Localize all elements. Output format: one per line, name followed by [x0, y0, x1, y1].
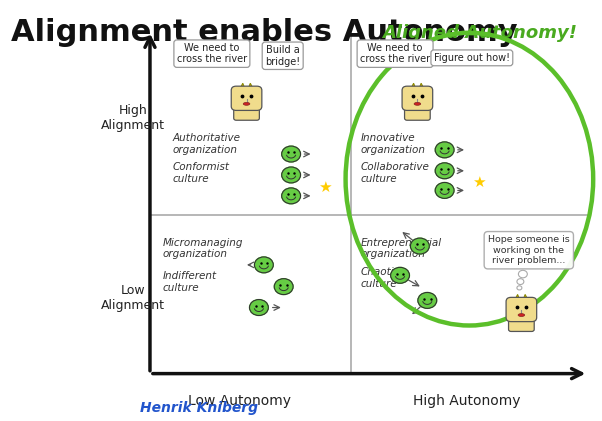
Circle shape — [435, 142, 454, 158]
Circle shape — [275, 279, 293, 295]
FancyBboxPatch shape — [506, 297, 536, 322]
Circle shape — [255, 257, 273, 273]
Circle shape — [517, 279, 524, 285]
Text: Build a
bridge!: Build a bridge! — [265, 45, 300, 67]
Text: Authoritative
organization: Authoritative organization — [172, 133, 240, 155]
Text: ★: ★ — [318, 180, 332, 195]
Text: Low Autonomy: Low Autonomy — [188, 394, 291, 408]
Polygon shape — [514, 294, 521, 301]
Text: Micromanaging
organization: Micromanaging organization — [163, 238, 243, 259]
Circle shape — [391, 267, 409, 283]
Text: High Autonomy: High Autonomy — [413, 394, 521, 408]
Circle shape — [282, 188, 300, 204]
Text: Hope someone is
working on the
river problem...: Hope someone is working on the river pro… — [488, 235, 569, 265]
Text: ★: ★ — [472, 175, 486, 189]
Text: Chaotic
culture: Chaotic culture — [361, 267, 400, 288]
Text: Henrik Kniberg: Henrik Kniberg — [140, 401, 258, 415]
Text: We need to
cross the river: We need to cross the river — [177, 43, 247, 64]
Ellipse shape — [518, 314, 525, 317]
Circle shape — [411, 238, 429, 254]
FancyBboxPatch shape — [231, 86, 262, 110]
Text: Low
Alignment: Low Alignment — [101, 284, 164, 312]
FancyBboxPatch shape — [509, 316, 534, 331]
Polygon shape — [418, 83, 425, 91]
Circle shape — [418, 293, 436, 308]
Circle shape — [282, 146, 300, 162]
Circle shape — [518, 270, 527, 278]
Circle shape — [517, 286, 522, 290]
Circle shape — [282, 167, 300, 183]
Polygon shape — [523, 294, 529, 301]
Text: Aligned Autonomy!: Aligned Autonomy! — [382, 24, 577, 43]
Ellipse shape — [414, 102, 421, 105]
Text: Collaborative
culture: Collaborative culture — [361, 163, 429, 184]
Text: Innovative
organization: Innovative organization — [361, 133, 426, 155]
Text: Entrepreneurial
organization: Entrepreneurial organization — [361, 238, 441, 259]
Polygon shape — [247, 83, 254, 91]
Text: Figure out how!: Figure out how! — [434, 53, 510, 63]
Text: Alignment enables Autonomy: Alignment enables Autonomy — [11, 18, 517, 47]
Polygon shape — [410, 83, 417, 91]
Text: We need to
cross the river: We need to cross the river — [360, 43, 430, 64]
FancyBboxPatch shape — [234, 105, 259, 120]
Circle shape — [249, 300, 268, 315]
Circle shape — [435, 182, 454, 198]
Text: High
Alignment: High Alignment — [101, 104, 164, 133]
Text: Conformist
culture: Conformist culture — [172, 163, 229, 184]
FancyBboxPatch shape — [402, 86, 433, 110]
Circle shape — [435, 163, 454, 179]
Polygon shape — [239, 83, 246, 91]
Ellipse shape — [243, 102, 250, 105]
FancyBboxPatch shape — [405, 105, 430, 120]
Text: Indifferent
culture: Indifferent culture — [163, 271, 217, 293]
